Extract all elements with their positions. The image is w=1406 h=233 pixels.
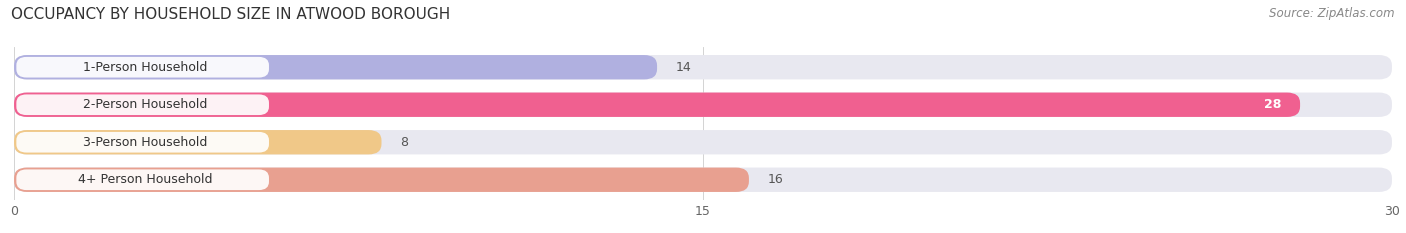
FancyBboxPatch shape bbox=[14, 55, 657, 79]
Text: 14: 14 bbox=[675, 61, 692, 74]
FancyBboxPatch shape bbox=[17, 94, 269, 115]
FancyBboxPatch shape bbox=[14, 93, 1392, 117]
Text: 28: 28 bbox=[1264, 98, 1282, 111]
FancyBboxPatch shape bbox=[17, 169, 269, 190]
Text: Source: ZipAtlas.com: Source: ZipAtlas.com bbox=[1270, 7, 1395, 20]
FancyBboxPatch shape bbox=[14, 130, 1392, 154]
Text: 3-Person Household: 3-Person Household bbox=[83, 136, 207, 149]
FancyBboxPatch shape bbox=[17, 57, 269, 78]
FancyBboxPatch shape bbox=[17, 132, 269, 153]
FancyBboxPatch shape bbox=[14, 55, 1392, 79]
Text: 4+ Person Household: 4+ Person Household bbox=[77, 173, 212, 186]
Text: 2-Person Household: 2-Person Household bbox=[83, 98, 207, 111]
FancyBboxPatch shape bbox=[14, 168, 1392, 192]
FancyBboxPatch shape bbox=[14, 130, 381, 154]
Text: 1-Person Household: 1-Person Household bbox=[83, 61, 207, 74]
FancyBboxPatch shape bbox=[14, 168, 749, 192]
Text: 16: 16 bbox=[768, 173, 783, 186]
FancyBboxPatch shape bbox=[14, 93, 1301, 117]
Text: 8: 8 bbox=[399, 136, 408, 149]
Text: OCCUPANCY BY HOUSEHOLD SIZE IN ATWOOD BOROUGH: OCCUPANCY BY HOUSEHOLD SIZE IN ATWOOD BO… bbox=[11, 7, 450, 22]
